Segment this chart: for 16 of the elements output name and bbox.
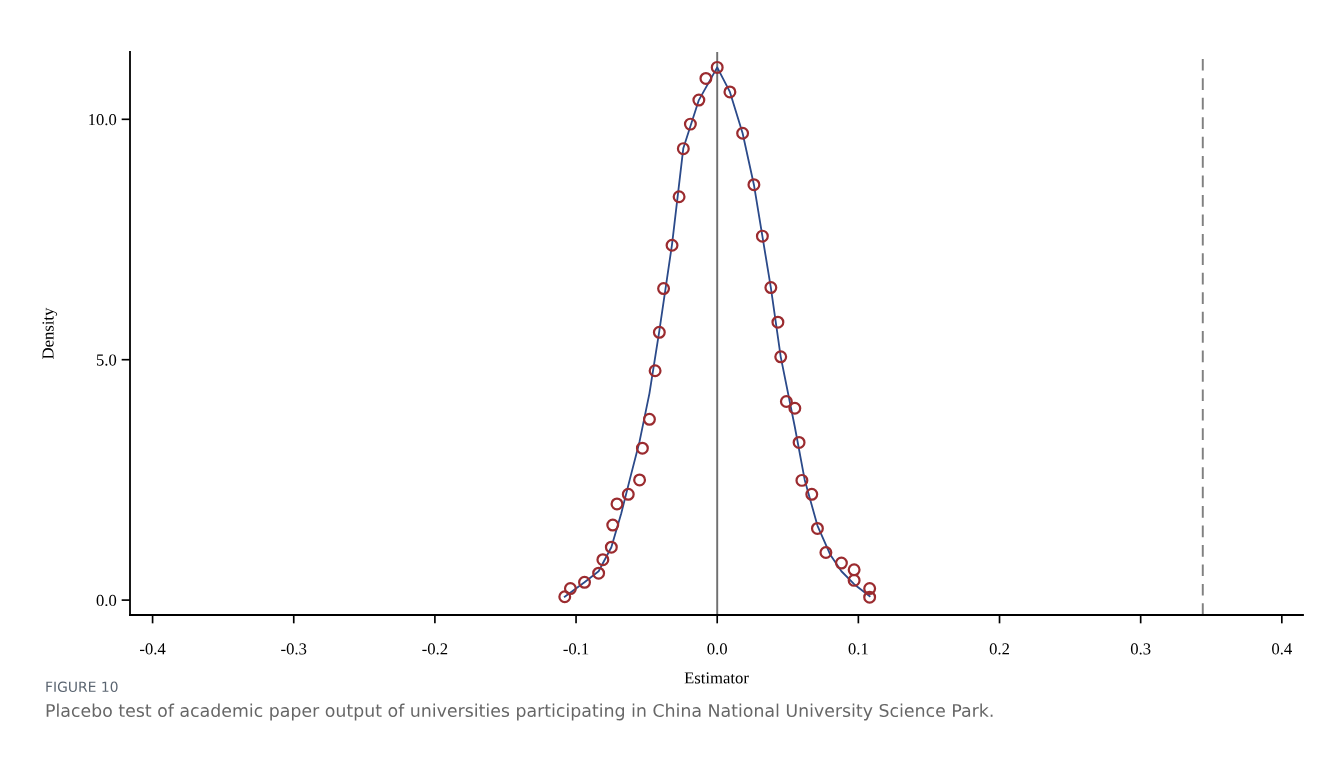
y-tick-label: 10.0 [89, 114, 117, 126]
x-tick-label: -0.2 [422, 643, 448, 655]
caption: FIGURE 10 [46, 681, 118, 693]
x-tick-label: -0.4 [140, 643, 166, 655]
text: Placebo test of academic paper output of universities participating in China National University Science Park. [46, 703, 993, 721]
x-tick-label: 0.2 [989, 643, 1010, 655]
x-tick-label: 0.3 [1130, 643, 1151, 655]
x-tick-label: 0.1 [848, 643, 868, 655]
x-tick-label: 0.0 [707, 643, 727, 655]
y-axis-title: Density [42, 307, 58, 359]
x-tick-label: -0.3 [281, 643, 307, 655]
x-axis-title: Estimator [684, 672, 749, 684]
y-tick-label: 0.0 [96, 594, 117, 607]
y-tick-label: 5.0 [96, 354, 117, 366]
x-tick-label: 0.4 [1272, 643, 1292, 655]
x-tick-label: -0.1 [563, 643, 589, 655]
